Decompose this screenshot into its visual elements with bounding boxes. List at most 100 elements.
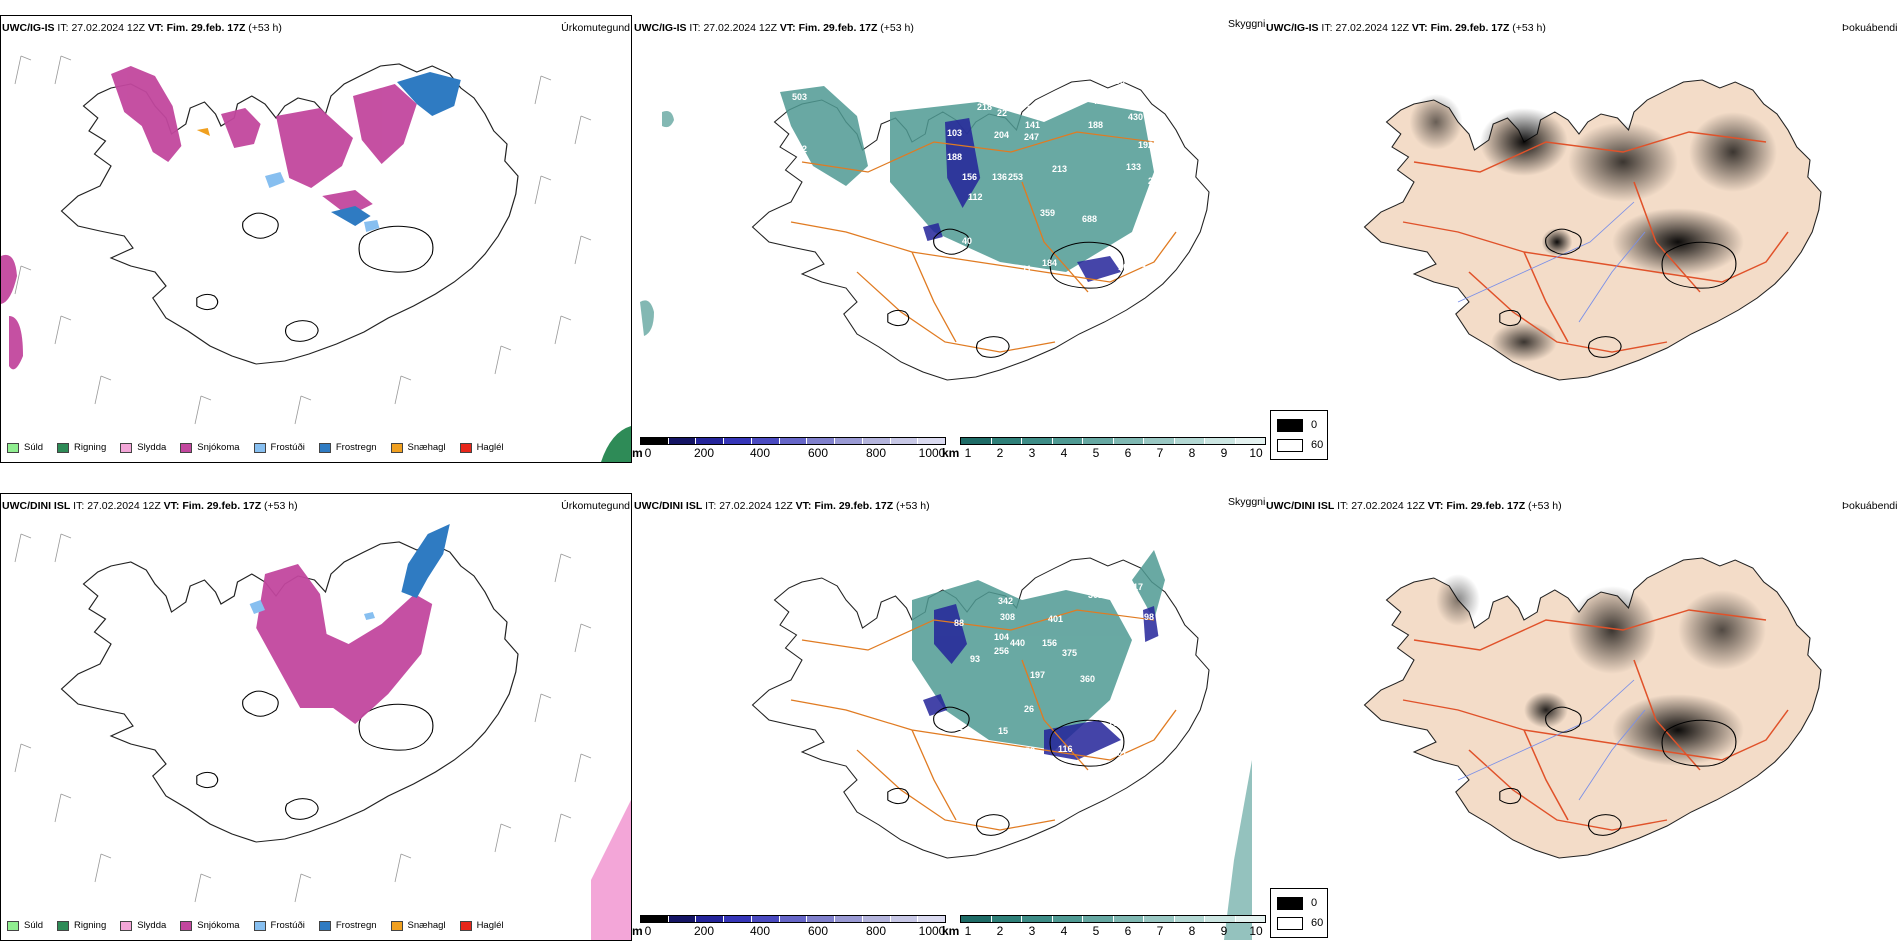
vis-tick: 2: [996, 446, 1004, 460]
model-name: UWC/DINI ISL: [2, 500, 71, 512]
legend-label: Snjókoma: [197, 442, 240, 453]
legend-label: Rigning: [74, 442, 107, 453]
it-label: IT:: [1321, 22, 1333, 34]
fog-map-row2: [1363, 557, 1822, 859]
precip-legend-item: Slydda: [120, 920, 166, 931]
vis-label: 112: [968, 192, 983, 202]
init-time: 27.02.2024 12Z: [1335, 22, 1409, 34]
vis-label: 688: [1082, 214, 1097, 224]
vis-label: 213: [1052, 164, 1067, 174]
legend-swatch-haglel: [459, 442, 472, 453]
legend-swatch-snjokoma: [180, 920, 193, 931]
it-label: IT:: [73, 500, 85, 512]
legend-label: Snæhagl: [407, 920, 446, 931]
visibility-colorbar-row2: [960, 915, 1266, 923]
vis-label: 11: [1142, 264, 1152, 274]
vis-label: 26: [1024, 704, 1034, 714]
legend-label: Frostúði: [270, 442, 305, 453]
visibility-unit-label: km: [942, 446, 960, 460]
vis-label: 103: [947, 128, 962, 138]
height-unit-label: m: [632, 924, 643, 938]
fog-label: 0: [1311, 897, 1318, 909]
vis-label: 141: [1025, 120, 1040, 130]
vis-label: 197: [1030, 670, 1045, 680]
height-tick: 0: [644, 446, 652, 460]
height-tick: 400: [749, 446, 771, 460]
lead-time: (+53 h): [896, 500, 930, 512]
fog-swatch-0: [1277, 419, 1303, 432]
vis-label: 430: [1128, 112, 1143, 122]
valid-time: Fim. 29.feb. 17Z: [182, 500, 262, 512]
legend-swatch-sud: [7, 442, 19, 453]
visibility-unit-label: km: [942, 924, 960, 938]
vis-label: 416: [1092, 96, 1107, 106]
precip-legend-item: Frostregn: [318, 442, 377, 453]
vis-tick: 4: [1060, 446, 1068, 460]
model-name: UWC/IG-IS: [1266, 22, 1319, 34]
vis-label: 301: [1088, 590, 1103, 600]
vis-label: 184: [1042, 258, 1057, 268]
vis-tick: 10: [1249, 446, 1263, 460]
legend-swatch-snjokoma: [180, 442, 193, 453]
height-colorbar-row2: [640, 915, 946, 923]
vis-tick: 8: [1188, 446, 1196, 460]
vis-label: 88: [954, 618, 964, 628]
vis-tick: 7: [1156, 924, 1164, 938]
vis-label: 192: [1138, 140, 1153, 150]
height-tick: 600: [807, 924, 829, 938]
legend-label: Haglél: [476, 442, 504, 453]
vis-label: 253: [1008, 172, 1023, 182]
fog-panel-row1: UWC/IG-IS IT: 27.02.2024 12Z VT: Fim. 29…: [1264, 12, 1900, 462]
precip-legend-item: Frostregn: [318, 920, 377, 931]
legend-swatch-sud: [7, 920, 19, 931]
vt-label: VT:: [795, 500, 812, 512]
precip-legend-item: Haglél: [459, 442, 504, 453]
valid-time: Fim. 29.feb. 17Z: [1430, 22, 1510, 34]
vis-label: 188: [947, 152, 962, 162]
legend-label: Súld: [24, 442, 44, 453]
legend-swatch-slydda: [120, 920, 133, 931]
height-tick: 0: [644, 924, 652, 938]
legend-label: Súld: [24, 920, 44, 931]
vis-tick: 3: [1028, 924, 1036, 938]
legend-swatch-frostudi: [253, 442, 266, 453]
precip-legend-item: Frostúði: [253, 920, 305, 931]
vis-tick: 6: [1124, 924, 1132, 938]
vis-label: 20: [1148, 176, 1158, 186]
vis-label: 11: [1022, 264, 1032, 274]
precip-legend-item: Snjókoma: [180, 442, 240, 453]
visibility-value-labels: 342 308 88 104 440 256 93 401 156 375 19…: [894, 582, 1154, 758]
panel-title: Úrkomutegund: [561, 500, 630, 512]
panel-header: UWC/IG-IS IT: 27.02.2024 12Z VT: Fim. 29…: [1266, 22, 1546, 35]
vis-tick: 5: [1092, 924, 1100, 938]
panel-title: Þokuábendi: [1842, 22, 1898, 34]
panel-header: UWC/DINI ISL IT: 27.02.2024 12Z VT: Fim.…: [634, 500, 930, 513]
legend-swatch-snaehagl: [390, 920, 403, 931]
precip-type-panel-row1: Súld Rigning Slydda Snjókoma Frostúði Fr…: [0, 12, 632, 463]
valid-time: Fim. 29.feb. 17Z: [814, 500, 894, 512]
height-tick: 200: [693, 924, 715, 938]
lead-time: (+53 h): [248, 22, 282, 34]
vis-tick: 1: [964, 924, 972, 938]
fog-label: 60: [1311, 917, 1324, 929]
panel-title: Úrkomutegund: [561, 22, 630, 34]
height-tick: 800: [865, 446, 887, 460]
vis-label: 133: [1126, 162, 1141, 172]
fog-panel-row2: UWC/DINI ISL IT: 27.02.2024 12Z VT: Fim.…: [1264, 490, 1900, 940]
height-colorbar-row1: [640, 437, 946, 445]
precip-legend-item: Slydda: [120, 442, 166, 453]
vis-label: 244: [812, 179, 827, 189]
it-label: IT:: [705, 500, 717, 512]
vis-label: 61: [726, 240, 736, 250]
vis-label: 503: [792, 92, 807, 102]
init-time: 27.02.2024 12Z: [719, 500, 793, 512]
precip-legend-item: Snæhagl: [390, 442, 446, 453]
vis-label: 218: [977, 102, 992, 112]
vis-tick: 8: [1188, 924, 1196, 938]
precip-map-frame-row1: Súld Rigning Slydda Snjókoma Frostúði Fr…: [0, 15, 632, 463]
valid-time: Fim. 29.feb. 17Z: [166, 22, 246, 34]
vis-tick: 2: [996, 924, 1004, 938]
vis-label: 116: [1058, 744, 1073, 754]
panel-title: Þokuábendi: [1842, 500, 1898, 512]
vis-label: 42: [737, 112, 747, 122]
